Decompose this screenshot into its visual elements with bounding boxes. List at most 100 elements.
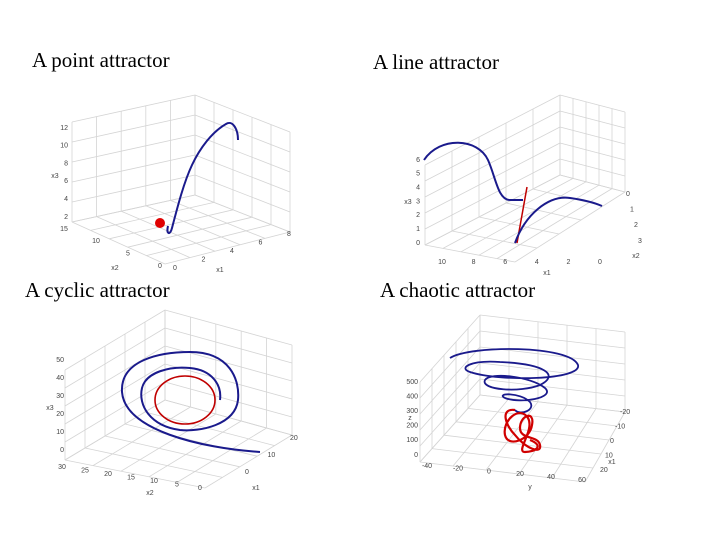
grid-line (424, 244, 516, 263)
tick-label: 6 (259, 239, 263, 246)
tick-label: 0 (60, 447, 64, 454)
grid-line (559, 126, 626, 145)
trajectory (166, 122, 239, 234)
grid-line (64, 309, 166, 371)
grid (424, 94, 626, 263)
grid-line (559, 110, 626, 129)
limit-cycle (154, 375, 216, 425)
tick-label: 8 (64, 160, 68, 167)
tick-label: 4 (416, 185, 420, 192)
grid-line (442, 178, 574, 249)
grid-line (71, 94, 196, 123)
tick-label: 30 (58, 464, 66, 471)
axis-label: x1 (216, 267, 224, 274)
tick-label: 20 (290, 435, 298, 442)
grid-line (424, 94, 561, 166)
grid-line (164, 381, 293, 418)
grid-line (120, 413, 217, 472)
tick-label: 100 (406, 437, 418, 444)
grid-line (419, 314, 481, 383)
axis-label: x1 (608, 459, 616, 466)
grid-line (127, 216, 253, 248)
tick-label: 2 (416, 212, 420, 219)
grid-line (559, 142, 626, 161)
grid-line (584, 411, 626, 483)
tick-label: 8 (472, 259, 476, 266)
grid-line (551, 408, 597, 479)
grid-line (71, 221, 166, 265)
grid-line (479, 378, 626, 397)
tick-label: 12 (60, 125, 68, 132)
tick-label: 2 (202, 256, 206, 263)
grid-line (479, 314, 626, 333)
grid-line (559, 174, 626, 193)
grid-line (451, 230, 538, 249)
grid-line (124, 423, 258, 457)
grid-line (64, 381, 166, 443)
grid-line (71, 194, 196, 223)
tick-label: -40 (422, 463, 432, 470)
grid (71, 94, 291, 265)
tick-label: 20 (104, 471, 112, 478)
grid-line (455, 421, 610, 441)
grid-line (496, 188, 613, 259)
axis-label: y (528, 484, 532, 491)
tick-label: 0 (245, 469, 249, 476)
tick-label: 2 (64, 214, 68, 221)
tick-label: 0 (158, 263, 162, 270)
tick-label: 0 (610, 438, 614, 445)
grid-line (148, 420, 242, 478)
axis-label: x2 (632, 253, 640, 260)
grid-line (164, 309, 293, 346)
tick-label: 10 (268, 452, 276, 459)
grid-line (71, 114, 196, 143)
tick-label: -20 (620, 409, 630, 416)
grid-line (194, 174, 291, 213)
grid-line (170, 200, 266, 239)
panel-title: A line attractor (373, 50, 499, 74)
tick-label: 10 (438, 259, 446, 266)
tick-label: 10 (60, 143, 68, 150)
tick-label: 10 (56, 429, 64, 436)
tick-label: 6 (503, 259, 507, 266)
grid-line (84, 447, 223, 478)
grid-line (419, 330, 481, 399)
panel-title: A cyclic attractor (25, 278, 170, 302)
grid-line (485, 401, 539, 471)
grid-line (194, 194, 291, 233)
grid-line (204, 434, 293, 489)
grid-line (559, 158, 626, 177)
grid-line (478, 216, 560, 235)
tick-label: 0 (198, 485, 202, 492)
grid-line (194, 134, 291, 173)
tick-label: 1 (416, 226, 420, 233)
trajectory (120, 350, 261, 453)
fixed-point (155, 218, 165, 228)
grid-line (164, 231, 291, 265)
tick-label: 6 (416, 157, 420, 164)
grid-line (145, 205, 241, 246)
grid-line (194, 154, 291, 193)
grid-line (467, 408, 618, 427)
tick-label: 20 (600, 467, 608, 474)
trajectory (514, 196, 603, 244)
tick-label: 25 (81, 467, 89, 474)
tick-label: -10 (615, 423, 625, 430)
axis-label: z (408, 415, 412, 422)
tick-label: 15 (60, 226, 68, 233)
grid-line (424, 142, 561, 214)
tick-label: 10 (605, 452, 613, 459)
tick-label: 60 (578, 477, 586, 484)
grid-line (194, 114, 291, 153)
axis-label: x1 (252, 485, 260, 492)
tick-label: 500 (406, 379, 418, 386)
grid-line (109, 209, 234, 240)
grid-line (559, 94, 626, 113)
tick-label: 50 (56, 357, 64, 364)
tick-label: 3 (416, 198, 420, 205)
tick-label: 40 (547, 474, 555, 481)
grid-line (90, 202, 215, 231)
trajectory (423, 141, 523, 201)
